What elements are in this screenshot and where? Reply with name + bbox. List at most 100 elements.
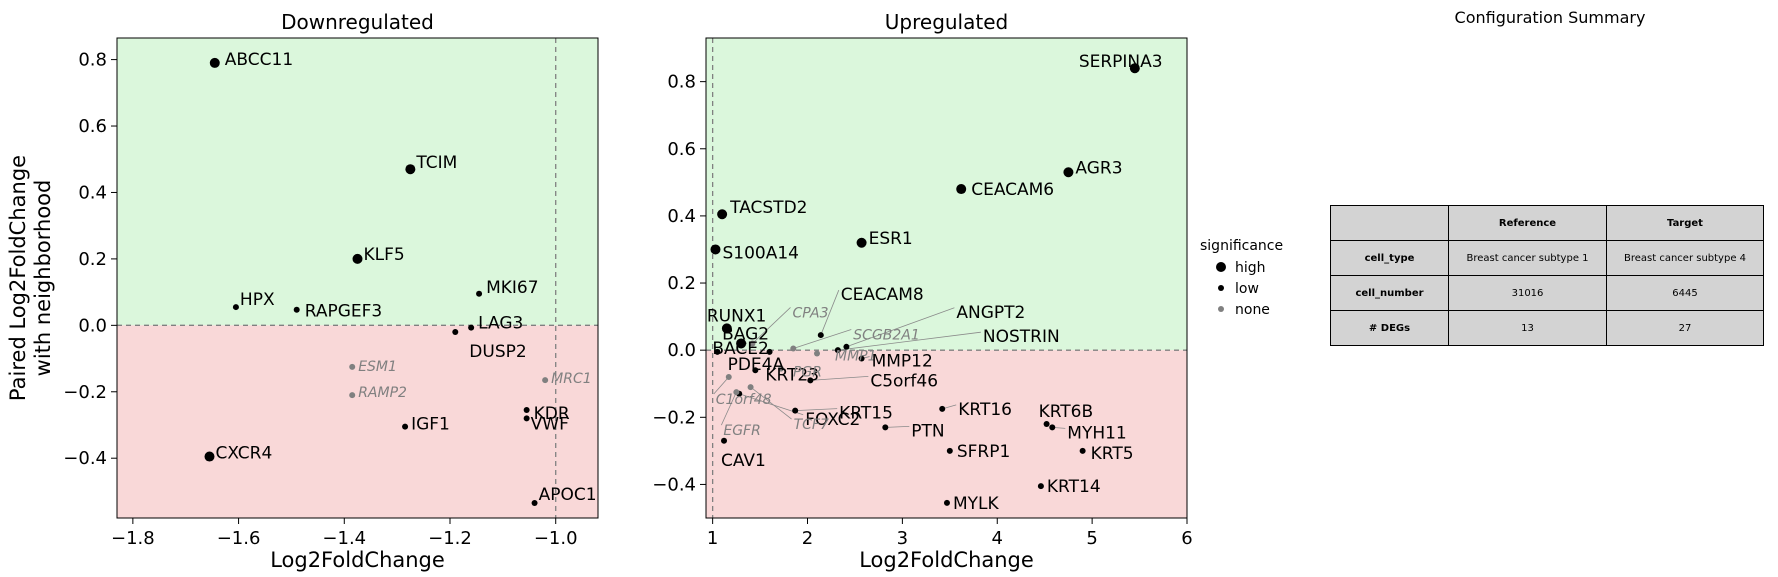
gene-point	[1063, 167, 1074, 178]
gene-point	[858, 355, 865, 362]
gene-label: MMP1	[835, 349, 877, 365]
gene-label: ESR1	[869, 229, 913, 249]
gene-point	[752, 367, 759, 374]
gene-label: PDE4A	[728, 355, 785, 375]
gene-point	[777, 365, 784, 372]
gene-label: KRT14	[1047, 477, 1101, 497]
gene-point	[209, 57, 220, 68]
gene-label: EGFR	[723, 423, 760, 439]
table-cell: 27	[1606, 310, 1764, 346]
y-tick-label: 0.2	[667, 273, 696, 294]
gene-label: IGF1	[411, 415, 450, 435]
gene-point	[749, 340, 756, 347]
row-header-degs: # DEGs	[1330, 310, 1449, 346]
gene-label: LAG3	[478, 314, 523, 334]
gene-label: SCGB2A1	[853, 327, 920, 343]
label-leader-line	[793, 329, 852, 349]
x-tick-label: 6	[1181, 528, 1192, 549]
table-row: cell_number 31016 6445	[1330, 275, 1764, 311]
gene-label: SERPINA3	[1079, 52, 1163, 72]
gene-label: ESM1	[358, 359, 397, 375]
gene-label: MKI67	[486, 278, 538, 298]
table-header-row: Reference Target	[1330, 205, 1764, 241]
gene-label: HPX	[240, 290, 275, 310]
table-cell: 6445	[1606, 275, 1764, 311]
x-tick-label: 4	[992, 528, 1003, 549]
chart-title: Downregulated	[281, 10, 434, 34]
plot-frame	[116, 37, 599, 519]
gene-point	[523, 415, 530, 422]
gene-label: MYH11	[1067, 423, 1126, 443]
gene-label: TCIM	[415, 153, 457, 173]
label-leader-line	[820, 289, 840, 336]
gene-label: RAMP2	[358, 385, 407, 401]
gene-label: KRT15	[839, 404, 893, 424]
gene-label: CPA3	[792, 305, 828, 321]
gene-label: BAG2	[722, 324, 769, 344]
upregulated-plot: SERPINA3 AGR3 CEACAM6 TACSTD2 ESR1 S100A14 RUN…	[652, 10, 1192, 572]
gene-point	[204, 451, 215, 462]
y-tick-label: 0.8	[78, 50, 107, 71]
gene-point	[843, 343, 850, 350]
gene-label: MMP12	[872, 352, 933, 372]
table-corner-cell	[1330, 205, 1449, 241]
upregulated-region	[706, 38, 1187, 351]
downregulated-region	[117, 325, 598, 518]
gene-point	[405, 164, 416, 175]
label-leader-line	[837, 331, 981, 351]
x-tick-label: 1	[707, 528, 718, 549]
gene-label: KRT6B	[1039, 402, 1094, 422]
gene-point	[232, 304, 239, 311]
gene-point	[710, 244, 721, 255]
gene-label: AGR3	[1075, 158, 1122, 178]
x-tick-label: 3	[897, 528, 908, 549]
table-cell: Breast cancer subtype 1	[1448, 240, 1607, 276]
label-leader-line	[750, 386, 792, 420]
column-header-target: Target	[1606, 205, 1764, 241]
label-leader-line	[846, 307, 955, 348]
gene-point	[1049, 424, 1056, 431]
gene-point	[402, 423, 409, 430]
gene-label: BACE2	[712, 339, 768, 359]
gene-label: DUSP2	[469, 342, 526, 362]
y-tick-label: −0.2	[63, 382, 107, 403]
row-header-cell-type: cell_type	[1330, 240, 1449, 276]
gene-point	[352, 253, 363, 264]
gene-label: KRT23	[765, 365, 819, 385]
gene-point	[721, 437, 728, 444]
legend-label: none	[1235, 302, 1270, 318]
gene-point	[807, 377, 814, 384]
legend-marker	[1218, 285, 1224, 291]
gene-label: NOSTRIN	[983, 327, 1060, 347]
table-cell: 31016	[1448, 275, 1607, 311]
x-axis-label: Log2FoldChange	[270, 548, 445, 572]
gene-point	[790, 345, 797, 352]
y-tick-label: 0.6	[78, 116, 107, 137]
gene-point	[817, 332, 824, 339]
gene-label: CAV1	[721, 451, 766, 471]
y-tick-label: −0.4	[63, 448, 107, 469]
y-tick-label: 0.4	[667, 206, 696, 227]
config-summary-title: Configuration Summary	[1454, 8, 1646, 27]
gene-point	[1129, 63, 1140, 74]
gene-point	[725, 374, 732, 381]
gene-point	[531, 500, 538, 507]
label-leader-line	[795, 408, 838, 411]
gene-point	[476, 290, 483, 297]
legend-marker	[1216, 262, 1226, 272]
x-tick-label: −1.0	[534, 528, 578, 549]
gene-label: FOXC2	[805, 410, 860, 430]
gene-label: TCF7	[794, 417, 829, 433]
gene-label: KLF5	[364, 245, 405, 265]
gene-point	[856, 237, 867, 248]
gene-label: RAPGEF3	[305, 302, 383, 322]
y-tick-label: 0.0	[667, 340, 696, 361]
gene-point	[792, 407, 799, 414]
gene-label: ANGPT2	[956, 303, 1025, 323]
y-tick-label: 0.0	[78, 315, 107, 336]
gene-point	[946, 447, 953, 454]
x-tick-label: 2	[802, 528, 813, 549]
gene-point	[834, 347, 841, 354]
y-tick-label: −0.4	[652, 474, 696, 495]
